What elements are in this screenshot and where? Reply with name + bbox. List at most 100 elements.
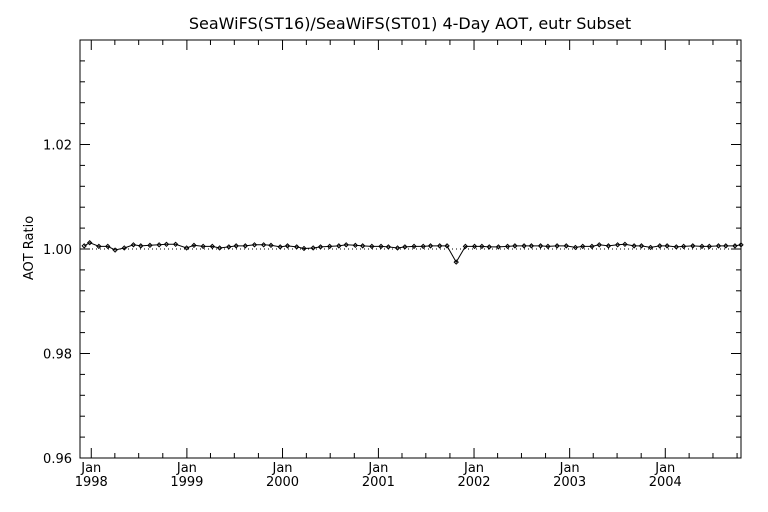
data-point-marker — [359, 243, 366, 249]
data-point-marker — [631, 243, 637, 249]
x-tick-month-label: Jan — [559, 461, 580, 476]
data-point-marker — [242, 243, 249, 249]
x-tick-month-label: Jan — [176, 461, 197, 476]
data-point-marker — [504, 243, 511, 250]
chart-title: SeaWiFS(ST16)/SeaWiFS(ST01) 4-Day AOT, e… — [189, 14, 631, 33]
data-point-marker — [156, 242, 162, 248]
data-point-marker — [690, 243, 696, 249]
data-point-marker — [163, 241, 170, 248]
data-point-marker — [378, 243, 384, 250]
data-point-marker — [563, 243, 569, 249]
data-point-marker — [226, 244, 232, 250]
data-point-marker — [301, 245, 307, 252]
data-point-marker — [216, 245, 223, 251]
x-tick-year-label: 2001 — [362, 475, 395, 490]
data-point-marker — [402, 244, 408, 250]
data-point-marker — [545, 243, 551, 250]
data-point-marker — [486, 244, 492, 250]
data-point-marker — [647, 244, 654, 251]
data-point-marker — [191, 242, 197, 249]
data-point-marker — [317, 244, 324, 250]
data-point-marker — [147, 242, 153, 249]
data-point-marker — [521, 243, 527, 249]
plot-frame — [79, 39, 742, 459]
data-point-marker — [260, 242, 267, 248]
data-point-marker — [512, 243, 518, 249]
data-point-marker — [86, 240, 93, 246]
y-tick-label: 0.98 — [43, 348, 72, 363]
data-point-marker — [614, 242, 621, 248]
data-point-marker — [444, 243, 450, 249]
data-point-marker — [411, 243, 417, 250]
series-line — [83, 242, 742, 264]
data-point-marker — [385, 244, 392, 250]
data-point-marker — [81, 243, 87, 249]
data-point-marker — [580, 243, 586, 250]
data-point-marker — [183, 245, 190, 251]
x-tick-year-label: 1999 — [170, 475, 203, 490]
data-point-marker — [680, 243, 687, 250]
data-point-marker — [673, 244, 679, 250]
x-axis-ticks: Jan1998Jan1999Jan2000Jan2001Jan2002Jan20… — [75, 40, 738, 490]
data-point-marker — [622, 241, 628, 248]
data-point-marker — [589, 243, 595, 250]
data-point-marker — [138, 243, 144, 249]
data-point-marker — [437, 243, 443, 249]
data-point-marker — [657, 243, 663, 249]
data-point-marker — [537, 243, 544, 249]
data-point-marker — [336, 243, 342, 249]
x-tick-month-label: Jan — [463, 461, 484, 476]
x-tick-month-label: Jan — [271, 461, 292, 476]
data-point-marker — [723, 243, 729, 249]
data-point-marker — [664, 243, 670, 249]
data-point-marker — [605, 243, 612, 249]
data-point-marker — [471, 243, 478, 250]
x-tick-year-label: 2004 — [649, 475, 682, 490]
data-point-marker — [251, 242, 258, 248]
x-tick-month-label: Jan — [654, 461, 675, 476]
x-tick-year-label: 1998 — [75, 475, 108, 490]
data-point-marker — [277, 244, 283, 250]
data-point-marker — [462, 243, 469, 250]
data-point-marker — [268, 242, 274, 249]
data-point-marker — [200, 243, 206, 250]
data-point-marker — [596, 242, 602, 248]
data-point-marker — [352, 242, 359, 249]
data-point-marker — [209, 243, 216, 250]
data-point-marker — [638, 243, 645, 249]
data-point-marker — [326, 243, 333, 250]
data-point-marker — [554, 243, 560, 249]
data-point-marker — [427, 243, 434, 249]
data-point-marker — [394, 245, 401, 251]
series-markers — [81, 240, 744, 265]
data-point-marker — [479, 243, 485, 250]
x-tick-year-label: 2003 — [553, 475, 586, 490]
y-tick-label: 1.00 — [43, 243, 72, 258]
data-point-marker — [528, 243, 535, 249]
data-point-marker — [369, 243, 375, 250]
x-tick-year-label: 2000 — [266, 475, 299, 490]
data-point-marker — [96, 243, 102, 250]
data-point-marker — [105, 243, 111, 250]
data-point-marker — [706, 243, 713, 250]
data-point-marker — [453, 259, 459, 265]
data-point-marker — [172, 241, 179, 248]
data-point-marker — [112, 247, 118, 253]
data-point-marker — [310, 245, 316, 251]
x-tick-year-label: 2002 — [457, 475, 490, 490]
y-tick-label: 1.02 — [43, 139, 72, 154]
x-tick-month-label: Jan — [367, 461, 388, 476]
data-point-marker — [732, 243, 738, 249]
y-axis-ticks: 0.96 0.98 1.00 1.02 — [43, 60, 741, 467]
data-point-marker — [130, 242, 137, 248]
data-point-marker — [121, 245, 127, 251]
data-point-marker — [572, 244, 579, 251]
data-point-marker — [293, 244, 300, 250]
data-point-marker — [343, 242, 349, 248]
data-point-marker — [420, 243, 426, 250]
y-tick-label: 0.96 — [43, 452, 72, 467]
data-point-marker — [233, 243, 239, 249]
data-point-marker — [699, 243, 705, 250]
y-axis-label: AOT Ratio — [22, 216, 37, 280]
data-point-marker — [715, 243, 722, 249]
